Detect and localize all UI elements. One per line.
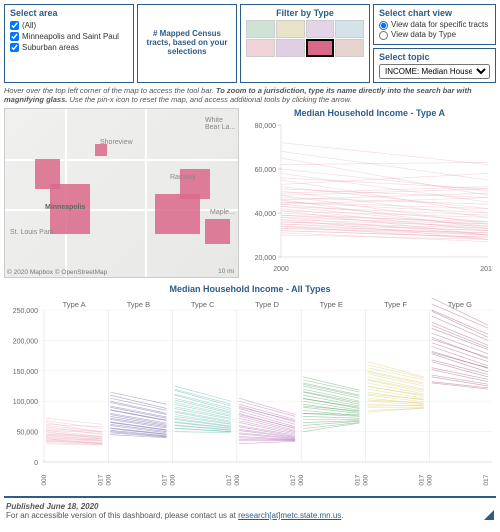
map-label: Minneapolis	[45, 204, 85, 211]
type-cell[interactable]	[335, 20, 364, 38]
filter-type-title: Filter by Type	[246, 8, 364, 18]
svg-text:2017: 2017	[354, 474, 361, 486]
map[interactable]: Minneapolis Shoreview Ramsey St. Louis P…	[4, 108, 239, 278]
type-cell[interactable]	[246, 20, 275, 38]
svg-text:2017: 2017	[226, 474, 233, 486]
topic-select[interactable]: INCOME: Median Household I...	[379, 64, 490, 79]
mapped-title: # Mapped Census tracts, based on your se…	[143, 29, 231, 56]
area-label: Minneapolis and Saint Paul	[22, 31, 119, 42]
map-label: Shoreview	[100, 139, 133, 146]
area-checkbox-row[interactable]: (All)	[10, 20, 128, 31]
svg-text:200,000: 200,000	[13, 338, 38, 345]
svg-text:2017: 2017	[419, 474, 426, 486]
svg-text:100,000: 100,000	[13, 399, 38, 406]
svg-text:Type E: Type E	[320, 300, 343, 309]
svg-text:0: 0	[34, 460, 38, 467]
svg-text:2000: 2000	[362, 474, 369, 486]
published-date: Published June 18, 2020	[6, 502, 344, 511]
svg-text:250,000: 250,000	[13, 308, 38, 315]
area-label: Suburban areas	[22, 42, 79, 53]
topic-title: Select topic	[379, 52, 490, 62]
svg-text:40,000: 40,000	[255, 211, 277, 218]
instructions-text: Hover over the top left corner of the ma…	[4, 86, 496, 104]
area-checkbox[interactable]	[10, 32, 19, 41]
filter-type-panel: Filter by Type	[240, 4, 370, 83]
svg-text:2000: 2000	[427, 474, 434, 486]
svg-text:Type D: Type D	[255, 300, 279, 309]
select-area-panel: Select area (All)Minneapolis and Saint P…	[4, 4, 134, 83]
svg-text:Type F: Type F	[384, 300, 407, 309]
contact-link[interactable]: research[at]metc.state.mn.us	[238, 511, 341, 520]
type-cell[interactable]	[306, 20, 335, 38]
chart-a-title: Median Household Income - Type A	[243, 108, 496, 118]
view-radio[interactable]	[379, 21, 388, 30]
chart-view-title: Select chart view	[379, 8, 490, 18]
chart-type-a: Median Household Income - Type A 20,000 4…	[243, 108, 496, 278]
svg-text:50,000: 50,000	[17, 429, 39, 436]
svg-text:20,000: 20,000	[255, 255, 277, 262]
svg-text:150,000: 150,000	[13, 369, 38, 376]
area-checkbox-row[interactable]: Minneapolis and Saint Paul	[10, 31, 128, 42]
svg-text:2017: 2017	[97, 474, 104, 486]
footer: Published June 18, 2020 For an accessibl…	[4, 498, 496, 524]
type-cell[interactable]	[276, 39, 305, 57]
area-checkbox[interactable]	[10, 21, 19, 30]
svg-text:2017: 2017	[162, 474, 169, 486]
svg-text:2017: 2017	[290, 474, 297, 486]
chart-view-panel: Select chart view View data for specific…	[373, 4, 496, 45]
svg-text:2000: 2000	[41, 474, 48, 486]
area-label: (All)	[22, 20, 36, 31]
svg-text:2000: 2000	[234, 474, 241, 486]
map-label: Ramsey	[170, 174, 196, 181]
map-label: Maple...	[210, 209, 235, 216]
svg-text:Type C: Type C	[191, 300, 215, 309]
svg-text:80,000: 80,000	[255, 123, 277, 130]
view-label: View data by Type	[391, 30, 456, 40]
type-cell[interactable]	[276, 20, 305, 38]
svg-text:Type B: Type B	[127, 300, 150, 309]
type-cell[interactable]	[306, 39, 335, 57]
corner-icon	[484, 510, 494, 520]
svg-text:2000: 2000	[105, 474, 112, 486]
area-checkbox-row[interactable]: Suburban areas	[10, 42, 128, 53]
svg-text:60,000: 60,000	[255, 167, 277, 174]
area-checkbox[interactable]	[10, 43, 19, 52]
svg-text:2000: 2000	[273, 266, 289, 273]
map-scale: 10 mi	[218, 268, 234, 275]
type-cell[interactable]	[335, 39, 364, 57]
svg-text:2000: 2000	[298, 474, 305, 486]
mapped-panel: # Mapped Census tracts, based on your se…	[137, 4, 237, 83]
svg-text:2017: 2017	[480, 266, 493, 273]
all-types-title: Median Household Income - All Types	[4, 284, 496, 294]
topic-panel: Select topic INCOME: Median Household I.…	[373, 48, 496, 83]
all-types-section: Median Household Income - All Types 0 50,…	[4, 284, 496, 486]
select-area-title: Select area	[10, 8, 128, 18]
map-attribution: © 2020 Mapbox © OpenStreetMap	[7, 269, 107, 276]
view-radio[interactable]	[379, 31, 388, 40]
type-cell[interactable]	[246, 39, 275, 57]
svg-text:Type A: Type A	[63, 300, 86, 309]
view-label: View data for specific tracts	[391, 20, 488, 30]
map-label: White Bear La...	[205, 117, 238, 131]
view-radio-row[interactable]: View data for specific tracts	[379, 20, 490, 30]
map-label: St. Louis Park	[10, 229, 54, 236]
svg-text:2017: 2017	[483, 474, 490, 486]
svg-text:2000: 2000	[170, 474, 177, 486]
view-radio-row[interactable]: View data by Type	[379, 30, 490, 40]
